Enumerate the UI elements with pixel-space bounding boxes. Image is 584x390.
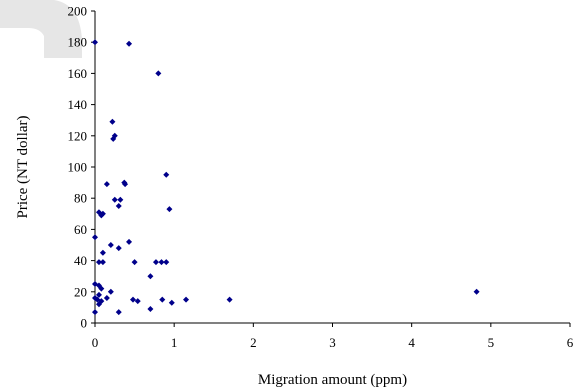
data-point <box>158 259 165 266</box>
data-point <box>152 259 159 266</box>
data-point <box>126 238 133 245</box>
x-tick-label: 4 <box>408 335 415 350</box>
data-point <box>117 196 124 203</box>
data-point <box>147 305 154 312</box>
y-tick-label: 200 <box>68 4 88 19</box>
data-point <box>168 299 175 306</box>
data-point <box>130 296 136 303</box>
data-point <box>115 309 122 316</box>
y-tick-label: 120 <box>68 128 88 143</box>
x-tick-label: 0 <box>92 335 99 350</box>
x-axis-title: Migration amount (ppm) <box>258 372 407 388</box>
data-point <box>226 296 233 303</box>
data-point <box>103 295 110 302</box>
data-point <box>147 273 154 280</box>
data-point <box>92 234 98 241</box>
data-point <box>163 171 170 178</box>
data-point <box>95 259 102 266</box>
data-point <box>163 259 170 266</box>
data-point <box>111 196 118 203</box>
data-point <box>110 135 117 142</box>
x-tick-label: 1 <box>171 335 178 350</box>
chart-points <box>92 39 480 316</box>
data-point <box>92 309 98 316</box>
chart-ticks: 0 20 40 60 80 100 120 140 160 180 200 0 1 2 3 4 5 6 <box>68 4 574 351</box>
data-point <box>155 70 162 77</box>
data-point <box>99 259 106 266</box>
data-point <box>109 118 116 125</box>
y-tick-label: 160 <box>68 66 88 81</box>
data-point <box>98 285 105 292</box>
data-point <box>134 298 141 305</box>
x-tick-label: 5 <box>488 335 495 350</box>
y-tick-label: 40 <box>74 253 87 268</box>
data-point <box>103 181 110 188</box>
y-tick-label: 0 <box>81 316 88 331</box>
y-axis-title: Price (NT dollar) <box>15 115 31 218</box>
data-point <box>107 288 114 295</box>
y-tick-label: 100 <box>68 160 88 175</box>
x-tick-label: 2 <box>250 335 257 350</box>
data-point <box>159 296 166 303</box>
data-point <box>92 39 98 46</box>
data-point <box>473 288 480 295</box>
data-point <box>99 249 106 256</box>
data-point <box>115 245 122 252</box>
data-point <box>98 212 105 219</box>
data-point <box>95 301 102 308</box>
y-tick-label: 140 <box>68 97 88 112</box>
data-point <box>115 203 122 209</box>
y-tick-label: 80 <box>74 191 87 206</box>
y-tick-label: 60 <box>74 222 87 237</box>
data-point <box>95 291 102 298</box>
y-tick-label: 180 <box>68 35 88 50</box>
watermark-shape <box>0 0 82 58</box>
chart-axes <box>94 11 570 324</box>
data-point <box>131 259 138 266</box>
data-point <box>107 242 114 248</box>
data-point <box>166 206 173 213</box>
data-point <box>126 40 133 47</box>
data-point <box>183 296 190 303</box>
x-tick-label: 3 <box>329 335 336 350</box>
x-tick-label: 6 <box>567 335 574 350</box>
data-point <box>122 181 129 188</box>
y-tick-label: 20 <box>74 284 87 299</box>
